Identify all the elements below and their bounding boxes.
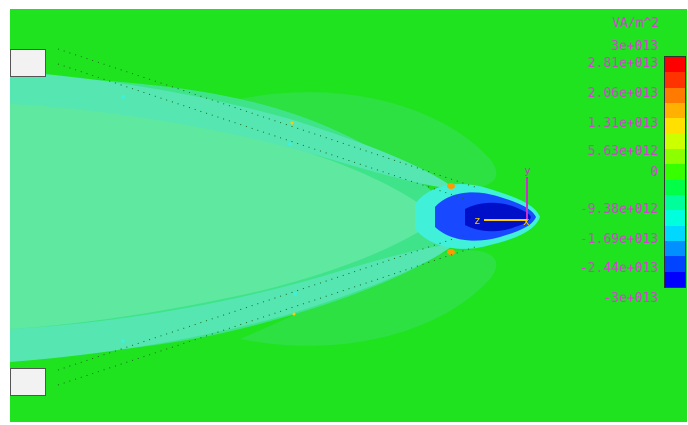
legend-tick-label: 5.63e+012 <box>587 144 658 159</box>
axis-y-label: y <box>524 164 531 177</box>
feed-region-deep <box>465 202 531 232</box>
far-field-lobe-lower <box>240 250 497 346</box>
lower-plate-field <box>10 244 455 362</box>
waveguide-port-top <box>10 49 46 77</box>
legend-tick-label: 3e+013 <box>611 39 658 54</box>
far-field-lobe-upper <box>240 92 497 188</box>
axis-x-label: x <box>523 215 530 228</box>
legend-unit-label: VA/m^2 <box>612 16 659 31</box>
axis-z-label: z <box>474 214 481 227</box>
speckle <box>288 142 292 146</box>
legend-tick-label: -1.69e+013 <box>579 232 658 247</box>
colorbar-band <box>665 271 685 288</box>
colorbar-band <box>665 72 685 89</box>
speckle <box>292 312 296 316</box>
colorbar-band <box>665 241 685 257</box>
colorbar-band <box>665 118 685 135</box>
lower-plate-edge-outer <box>57 246 476 386</box>
colorbar-band <box>665 164 685 181</box>
colorbar-band <box>665 179 685 196</box>
colorbar-band <box>665 210 685 227</box>
hotspot-upper <box>447 183 455 189</box>
colorbar-band <box>665 225 685 242</box>
speckle <box>290 121 294 125</box>
legend-colorbar <box>664 56 686 288</box>
legend-tick-label: 2.81e+013 <box>587 56 658 71</box>
horn-inner-field-light <box>10 99 424 329</box>
upper-plate-edge-outer <box>57 48 476 188</box>
speckle <box>121 95 125 99</box>
speckle <box>293 292 297 296</box>
upper-plate-field <box>10 71 455 189</box>
colorbar-band <box>665 133 685 150</box>
hotspot-lower <box>447 249 455 255</box>
colorbar-band <box>665 256 685 273</box>
colorbar-band <box>665 87 685 104</box>
legend-tick-label: -3e+013 <box>603 291 658 306</box>
legend-tick-label: 0 <box>650 165 658 180</box>
legend-tick-label: 2.06e+013 <box>587 86 658 101</box>
legend-tick-label: -9.38e+012 <box>579 202 658 217</box>
legend-tick-label: -2.44e+013 <box>579 261 658 276</box>
colorbar-band <box>665 57 685 73</box>
legend-tick-label: 1.31e+013 <box>587 116 658 131</box>
waveguide-port-bottom <box>10 368 46 396</box>
speckle <box>121 339 125 343</box>
colorbar-band <box>665 149 685 165</box>
power-density-field-plot: y z x <box>10 9 687 422</box>
colorbar-band <box>665 103 685 119</box>
colorbar-band <box>665 195 685 211</box>
